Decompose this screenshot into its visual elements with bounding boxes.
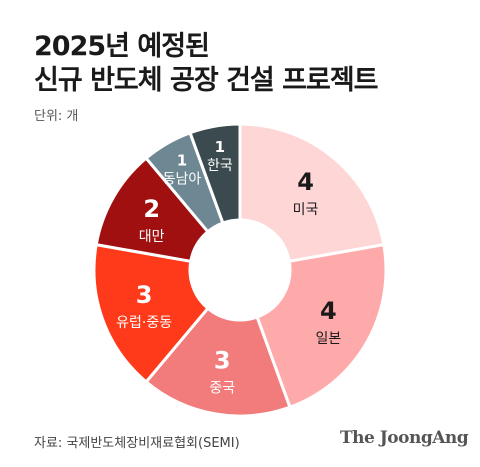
category-label-6: 동남아 — [163, 172, 202, 188]
category-label-3: 중국 — [209, 380, 235, 396]
value-label-2: 4 — [320, 297, 337, 325]
title-line-1: 2025년 예정된 — [34, 31, 210, 62]
source-note: 자료: 국제반도체장비재료협회(SEMI) — [34, 436, 240, 451]
chart-title: 2025년 예정된 신규 반도체 공장 건설 프로젝트 — [34, 30, 379, 98]
value-label-6: 1 — [177, 152, 187, 170]
slice-3 — [144, 306, 292, 418]
value-label-1: 4 — [297, 168, 314, 196]
title-line-2: 신규 반도체 공장 건설 프로젝트 — [34, 65, 379, 96]
category-label-4: 유럽·중동 — [116, 315, 172, 331]
brand-logo: The JoongAng — [340, 428, 469, 448]
category-label-7: 한국 — [207, 158, 233, 174]
category-label-1: 미국 — [293, 202, 319, 218]
slice-2 — [255, 242, 388, 410]
value-label-4: 3 — [136, 281, 153, 309]
unit-note: 단위: 개 — [34, 109, 79, 124]
value-label-7: 1 — [215, 138, 225, 156]
value-label-3: 3 — [214, 346, 231, 374]
slice-5 — [94, 156, 210, 264]
slice-4 — [92, 242, 210, 384]
value-label-5: 2 — [143, 195, 160, 223]
slice-1 — [238, 122, 386, 264]
category-label-2: 일본 — [315, 331, 341, 347]
slice-7 — [188, 122, 242, 225]
category-label-5: 대만 — [139, 229, 165, 245]
